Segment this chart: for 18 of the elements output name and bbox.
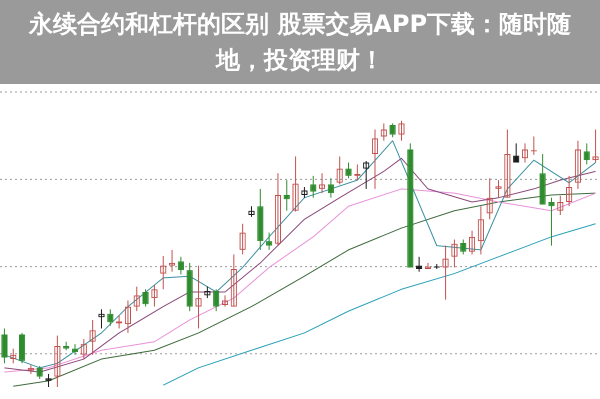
candlestick [284,180,290,212]
candlestick [72,344,78,356]
candlestick [460,239,466,255]
candlestick [266,232,272,250]
candlestick [36,365,43,380]
candlestick [45,373,52,388]
candlestick [584,142,590,165]
candlestick [1,328,8,364]
candlestick [328,178,334,198]
candlestick [213,288,220,312]
candlestick [345,162,352,179]
candlestick [107,308,114,326]
candlestick [310,175,316,198]
candlestick [142,288,149,308]
candlestick [416,256,422,272]
candlestick [178,256,184,275]
chart-title: 永续合约和杠杆的区别 股票交易APP下载：随时随地，投资理财！ [28,9,572,76]
candlestick [513,142,520,164]
